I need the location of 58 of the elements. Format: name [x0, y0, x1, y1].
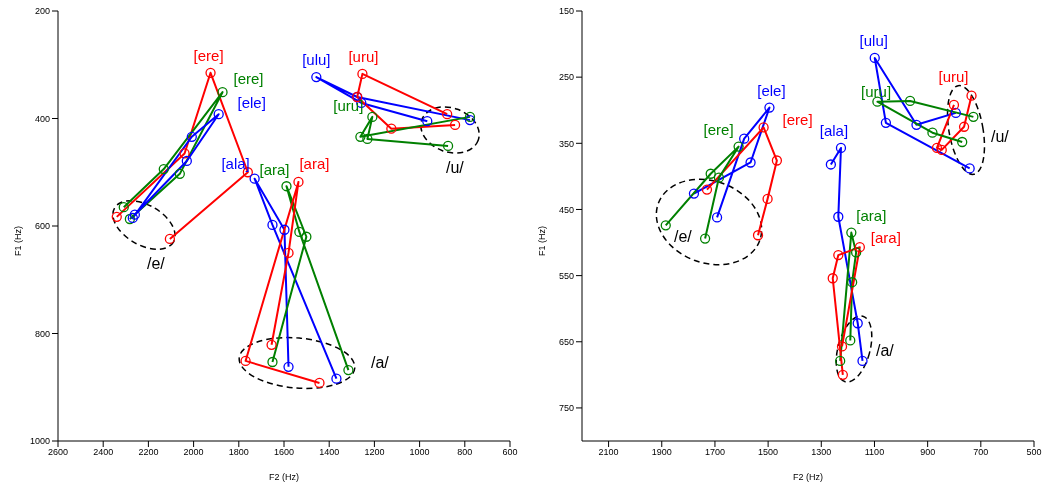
x-tick-label: 1200	[364, 447, 385, 458]
x-axis-title: F2 (Hz)	[793, 472, 823, 482]
y-tick-label: 550	[558, 270, 574, 281]
y-tick-label: 250	[558, 72, 574, 83]
x-tick-label: 1100	[864, 447, 885, 458]
x-tick-label: 1700	[704, 447, 725, 458]
x-tick-label: 800	[457, 447, 473, 458]
series-label: [ele]	[757, 81, 786, 99]
y-tick-label: 200	[34, 6, 50, 17]
x-tick-label: 1300	[811, 447, 832, 458]
series-label: [ara]	[856, 206, 887, 224]
x-tick-label: 1000	[409, 447, 430, 458]
x-tick-label: 500	[1026, 447, 1042, 458]
series-label: [uru]	[333, 96, 364, 114]
x-tick-label: 900	[920, 447, 936, 458]
x-tick-label: 2200	[138, 447, 159, 458]
x-tick-label: 2000	[183, 447, 204, 458]
y-tick-label: 1000	[29, 436, 50, 447]
x-tick-label: 1800	[228, 447, 249, 458]
series-label: [ere]	[703, 120, 734, 138]
x-tick-label: 2600	[47, 447, 69, 458]
x-tick-label: 1600	[273, 447, 295, 458]
series-label: [ulu]	[302, 51, 331, 69]
y-tick-label: 650	[558, 336, 574, 347]
series-label: [ele]	[237, 94, 266, 112]
y-tick-label: 800	[34, 328, 50, 339]
y-tick-label: 450	[558, 204, 574, 215]
annotation: /u/	[446, 159, 464, 177]
x-tick-label: 2400	[93, 447, 114, 458]
y-tick-label: 750	[558, 403, 574, 414]
annotation: /e/	[674, 228, 692, 246]
annotation: /a/	[371, 354, 389, 372]
y-axis-title: F1 (Hz)	[13, 226, 24, 256]
series-label: [ara]	[259, 161, 290, 179]
x-tick-label: 1500	[758, 447, 779, 458]
x-tick-label: 600	[502, 447, 518, 458]
y-tick-label: 400	[34, 113, 50, 124]
annotation: /a/	[876, 342, 894, 360]
series-label: [ala]	[819, 121, 849, 139]
y-tick-label: 150	[558, 6, 574, 17]
series-label: [ere]	[782, 111, 813, 129]
x-tick-label: 1400	[319, 447, 340, 458]
series-label: [uru]	[938, 67, 969, 85]
series-label: [ara]	[299, 154, 330, 172]
annotation: /u/	[991, 128, 1009, 146]
x-tick-label: 2100	[598, 447, 619, 458]
series-label: [ere]	[233, 70, 264, 88]
series-label: [ara]	[870, 229, 901, 247]
y-tick-label: 600	[34, 221, 50, 232]
series-label: [ulu]	[859, 31, 888, 49]
x-tick-label: 700	[973, 447, 989, 458]
x-tick-label: 1900	[651, 447, 672, 458]
series-label: [ere]	[193, 46, 224, 64]
annotation: /e/	[147, 255, 165, 273]
x-axis-title: F2 (Hz)	[269, 472, 299, 482]
y-axis-title: F1 (Hz)	[537, 226, 548, 256]
series-label: [uru]	[348, 47, 379, 65]
y-tick-label: 350	[558, 138, 574, 149]
